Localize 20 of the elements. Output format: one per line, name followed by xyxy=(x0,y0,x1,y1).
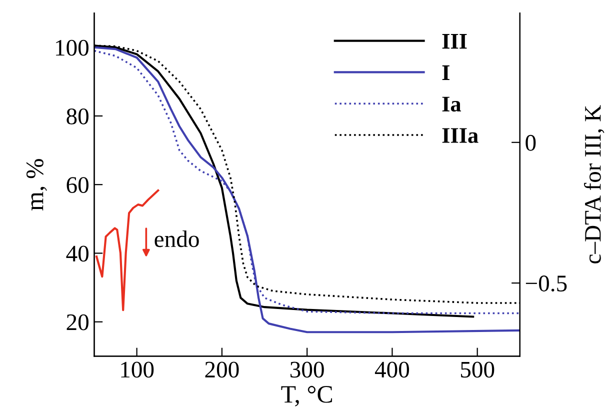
y-axis-title: m, % xyxy=(26,159,47,210)
annotation: endo xyxy=(154,230,199,248)
x-tick-label: 400 xyxy=(374,362,410,378)
x-tick-label: 300 xyxy=(290,362,324,378)
y-tick-label: 20 xyxy=(66,314,88,330)
x-tick-label: 200 xyxy=(205,362,239,378)
y-tick-label: 60 xyxy=(66,177,88,194)
x-tick-label: 100 xyxy=(121,362,154,378)
y2-tick-label: −0.5 xyxy=(526,276,567,292)
x-tick-label: 500 xyxy=(461,362,494,378)
y-tick-label: 80 xyxy=(66,108,88,124)
legend-label: III xyxy=(442,34,467,49)
y2-axis-title: c–DTA for III, K xyxy=(584,105,604,264)
legend-label: IIIa xyxy=(442,128,478,143)
y2-tick-label: 0 xyxy=(526,134,536,151)
y-tick-label: 100 xyxy=(56,40,88,56)
legend-label: I xyxy=(442,65,450,80)
legend-label: Ia xyxy=(442,96,461,112)
x-axis-title: T, °C xyxy=(281,386,332,406)
y-tick-label: 40 xyxy=(66,246,88,262)
